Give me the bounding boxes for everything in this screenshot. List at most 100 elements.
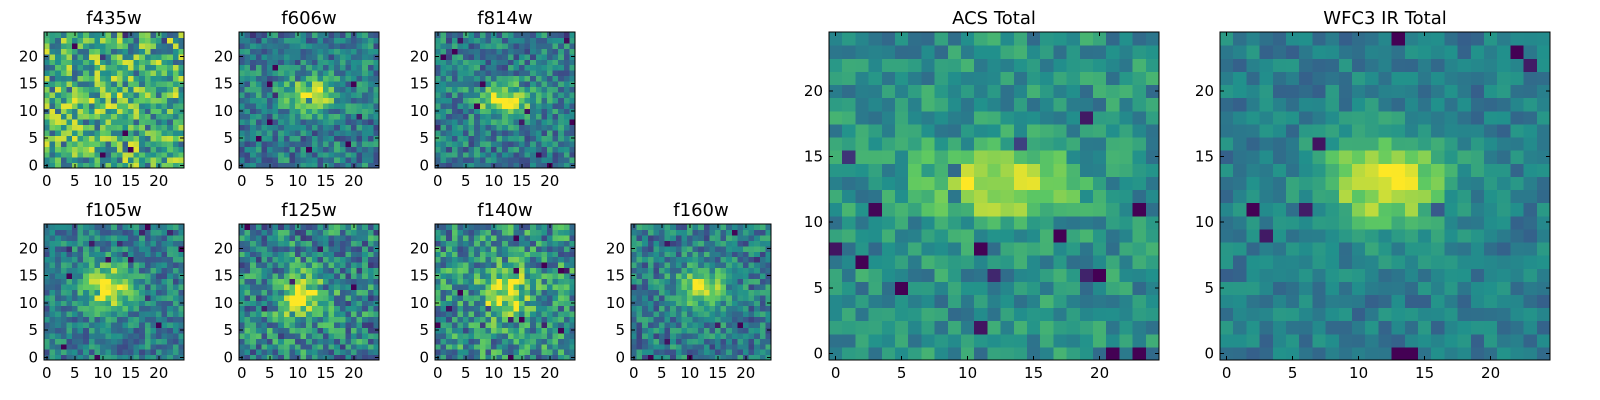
y-tick-label: 0 — [28, 156, 38, 174]
heatmap-cell — [855, 202, 870, 217]
heatmap-cell — [440, 124, 447, 131]
heatmap-cell — [339, 146, 346, 153]
heatmap-cell — [485, 267, 492, 274]
heatmap-cell — [524, 251, 531, 258]
heatmap-cell — [278, 86, 285, 93]
heatmap-cell — [239, 140, 246, 147]
heatmap-cell — [244, 245, 251, 252]
heatmap-cell — [759, 332, 766, 339]
heatmap-cell — [161, 70, 168, 77]
heatmap-cell — [563, 162, 570, 169]
heatmap-cell — [128, 289, 135, 296]
heatmap-cell — [675, 240, 682, 247]
heatmap-cell — [328, 75, 335, 82]
heatmap-cell — [72, 294, 79, 301]
heatmap-cell — [311, 108, 318, 115]
heatmap-cell — [703, 289, 710, 296]
heatmap-cell — [530, 289, 537, 296]
heatmap-cell — [563, 349, 570, 356]
heatmap-cell — [156, 272, 163, 279]
heatmap-cell — [261, 262, 268, 269]
heatmap-cell — [367, 311, 374, 318]
heatmap-cell — [765, 332, 772, 339]
heatmap-cell — [267, 129, 274, 136]
heatmap-cell — [547, 86, 554, 93]
heatmap-cell — [172, 321, 179, 328]
heatmap-cell — [1106, 281, 1120, 295]
heatmap-cell — [519, 140, 526, 147]
heatmap-cell — [479, 86, 486, 93]
heatmap-cell — [440, 113, 447, 120]
heatmap-cell — [283, 321, 290, 328]
axes-frame — [434, 31, 576, 169]
heatmap-cell — [116, 86, 123, 93]
heatmap-cell — [345, 272, 352, 279]
heatmap-cell — [323, 283, 330, 290]
heatmap-cell — [367, 305, 374, 312]
heatmap-cell — [681, 311, 688, 318]
heatmap-cell — [178, 86, 185, 93]
heatmap-cell — [116, 316, 123, 323]
heatmap-cell — [323, 108, 330, 115]
heatmap-cell — [167, 75, 174, 82]
heatmap-cell — [172, 42, 179, 49]
heatmap-cell — [144, 129, 151, 136]
heatmap-cell — [289, 234, 296, 241]
heatmap-cell — [323, 80, 330, 87]
heatmap-cell — [88, 245, 95, 252]
heatmap-cell — [440, 251, 447, 258]
heatmap-cell — [558, 59, 565, 66]
heatmap-cell — [83, 37, 90, 44]
heatmap-cell — [239, 256, 246, 263]
heatmap-cell — [446, 70, 453, 77]
heatmap-cell — [60, 305, 67, 312]
heatmap-cell — [306, 256, 313, 263]
heatmap-cell — [440, 129, 447, 136]
heatmap-cell — [351, 102, 358, 109]
heatmap-cell — [116, 70, 123, 77]
y-tick-label: 20 — [410, 239, 429, 257]
heatmap-cell — [66, 234, 73, 241]
heatmap-cell — [362, 229, 369, 236]
heatmap-cell — [88, 311, 95, 318]
heatmap-cell — [362, 245, 369, 252]
heatmap-cell — [250, 80, 257, 87]
heatmap-cell — [161, 64, 168, 71]
heatmap-cell — [653, 321, 660, 328]
heatmap-cell — [116, 305, 123, 312]
heatmap-cell — [150, 354, 157, 361]
heatmap-cell — [720, 294, 727, 301]
heatmap-cell — [306, 338, 313, 345]
heatmap-cell — [77, 140, 84, 147]
heatmap-cell — [1013, 163, 1028, 177]
heatmap-cell — [491, 124, 498, 131]
heatmap-cell — [100, 48, 107, 55]
heatmap-cell — [474, 327, 481, 334]
heatmap-cell — [362, 37, 369, 44]
heatmap-cell — [128, 86, 135, 93]
heatmap-cell — [513, 75, 520, 82]
heatmap-cell — [513, 53, 520, 60]
heatmap-cell — [328, 240, 335, 247]
heatmap-cell — [1145, 281, 1160, 295]
heatmap-cell — [535, 294, 542, 301]
heatmap-cell — [367, 338, 374, 345]
heatmap-cell — [446, 97, 453, 104]
heatmap-cell — [72, 234, 79, 241]
heatmap-cell — [474, 162, 481, 169]
heatmap-cell — [530, 86, 537, 93]
heatmap-cell — [317, 59, 324, 66]
heatmap-cell — [451, 140, 458, 147]
heatmap-cell — [167, 327, 174, 334]
heatmap-cell — [709, 332, 716, 339]
heatmap-cell — [94, 316, 101, 323]
heatmap-cell — [239, 229, 246, 236]
heatmap-cell — [272, 327, 279, 334]
heatmap-cell — [311, 224, 318, 231]
heatmap-cell — [306, 245, 313, 252]
heatmap-cell — [507, 124, 514, 131]
heatmap-cell — [283, 283, 290, 290]
heatmap-cell — [842, 268, 856, 282]
heatmap-cell — [94, 349, 101, 356]
